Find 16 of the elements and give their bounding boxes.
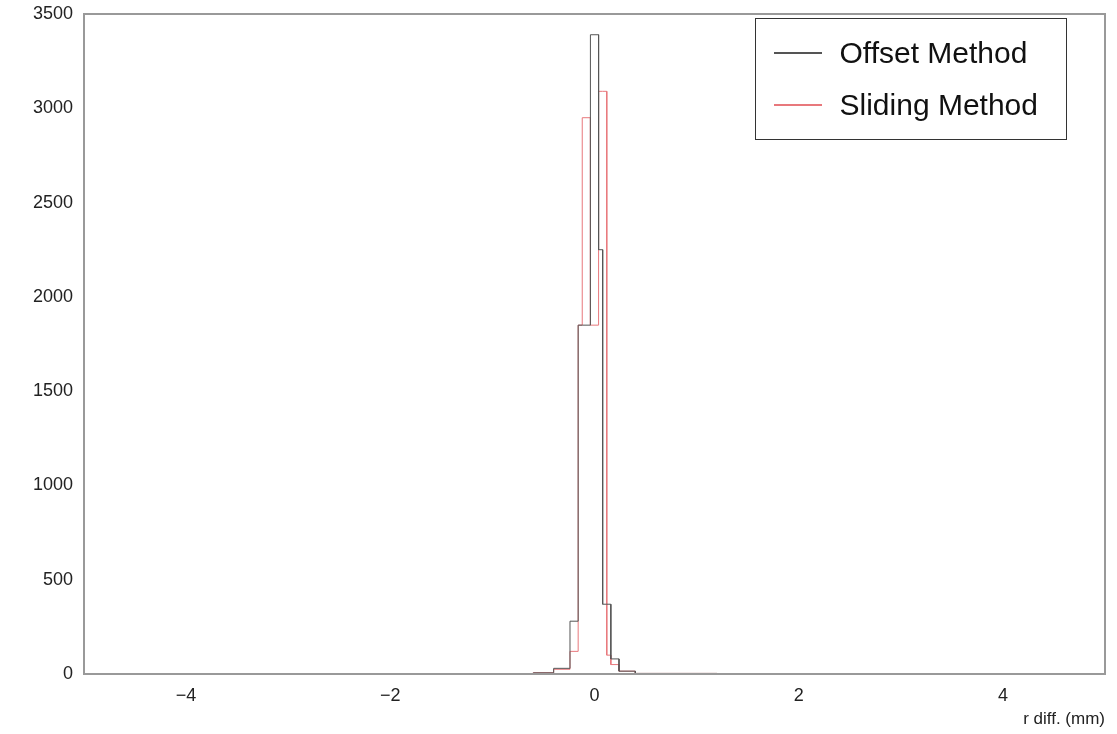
y-tick-label: 500 bbox=[42, 568, 73, 589]
y-tick-label: 2500 bbox=[32, 191, 73, 212]
x-tick-label: −4 bbox=[175, 684, 197, 705]
legend-label: Offset Method bbox=[839, 36, 1028, 70]
legend-label: Sliding Method bbox=[839, 88, 1038, 122]
x-axis-title: r diff. (mm) bbox=[1023, 709, 1105, 729]
y-tick-label: 3500 bbox=[32, 2, 73, 23]
y-tick-label: 1000 bbox=[32, 474, 73, 495]
x-tick-label: 2 bbox=[793, 684, 804, 705]
y-tick-label: 3000 bbox=[32, 97, 73, 118]
y-tick-label: 1500 bbox=[32, 380, 73, 401]
x-tick-label: −2 bbox=[380, 684, 401, 705]
y-tick-label: 0 bbox=[62, 662, 73, 683]
y-tick-label: 2000 bbox=[32, 285, 73, 306]
x-tick-label: 4 bbox=[997, 684, 1008, 705]
x-tick-label: 0 bbox=[589, 684, 600, 705]
